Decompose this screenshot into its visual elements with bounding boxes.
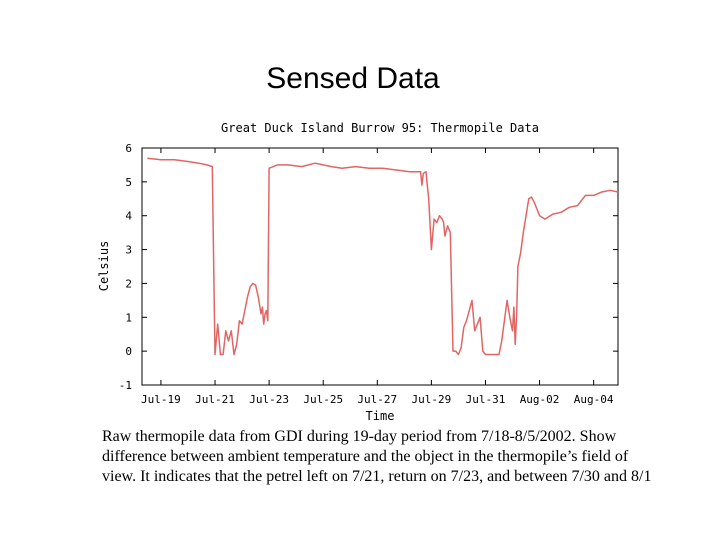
x-tick-label: Jul-27: [357, 393, 397, 406]
x-tick-label: Jul-25: [303, 393, 343, 406]
chart-title: Great Duck Island Burrow 95: Thermopile …: [221, 121, 539, 135]
series-layer: [147, 157, 619, 356]
x-axis-label: Time: [366, 409, 395, 423]
plot-frame: [141, 147, 619, 386]
y-tick-label: 1: [125, 311, 132, 324]
thermopile-chart: Great Duck Island Burrow 95: Thermopile …: [97, 121, 619, 423]
y-tick-label: 0: [125, 345, 132, 358]
slide-caption: Raw thermopile data from GDI during 19-d…: [102, 428, 652, 485]
y-axis-label: Celsius: [97, 241, 111, 292]
x-axis: Jul-19 Jul-21 Jul-23 Jul-25 Jul-27 Jul-29 Jul-…: [141, 148, 614, 406]
x-tick-label: Jul-29: [412, 393, 452, 406]
y-tick-label: 5: [125, 176, 132, 189]
y-tick-label: 4: [125, 210, 132, 223]
y-tick-label: -1: [119, 379, 132, 392]
x-tick-label: Jul-31: [466, 393, 506, 406]
x-tick-label: Aug-02: [520, 393, 560, 406]
series-line-0: [147, 157, 619, 356]
slide-title: Sensed Data: [266, 62, 440, 95]
x-tick-label: Jul-19: [141, 393, 181, 406]
x-tick-label: Jul-21: [195, 393, 235, 406]
x-tick-label: Aug-04: [574, 393, 614, 406]
x-tick-label: Jul-23: [249, 393, 289, 406]
y-tick-label: 3: [125, 244, 132, 257]
y-tick-label: 6: [125, 142, 132, 155]
y-axis: 6 5 4 3 2 1 0 -1: [119, 142, 618, 392]
y-tick-label: 2: [125, 277, 132, 290]
